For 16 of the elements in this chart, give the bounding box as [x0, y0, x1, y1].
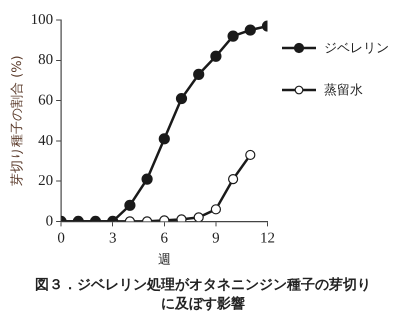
y-tick-label: 20: [38, 173, 54, 190]
y-tick-label: 40: [38, 132, 54, 149]
legend-label: 蒸留水: [324, 82, 363, 99]
x-tick-label: 0: [57, 230, 65, 246]
x-tick-label: 6: [160, 230, 169, 246]
x-tick-label: 12: [260, 230, 275, 246]
x-tick-label: 3: [108, 230, 116, 246]
y-tick-label: 60: [38, 92, 54, 108]
text: 図３．ジベレリン処理がオタネニンジン種子の芽切りに及ぼす影響: [34, 276, 372, 314]
y-axis-title: 芽切り種子の割合 (%): [10, 55, 26, 186]
y-tick-label: 100: [30, 12, 54, 28]
y-tick-label: 0: [46, 213, 54, 230]
y-tick-label: 80: [38, 52, 54, 68]
legend-label: ジベレリン: [324, 40, 389, 57]
x-tick-label: 9: [212, 230, 220, 246]
x-axis-title: 週: [158, 252, 171, 268]
